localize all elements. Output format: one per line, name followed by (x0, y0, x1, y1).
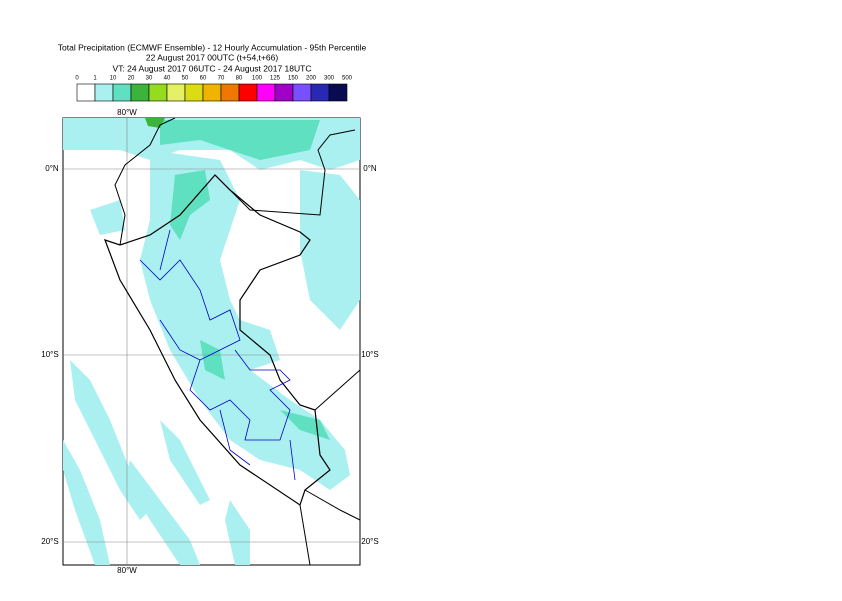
colorbar-label: 60 (200, 76, 207, 82)
lat-label: 10°S (41, 350, 58, 359)
colorbar-label: 125 (270, 76, 281, 82)
colorbar-box (166, 83, 186, 102)
colorbar-label: 40 (164, 76, 171, 82)
colorbar-label: 30 (146, 76, 153, 82)
colorbar-box (148, 83, 168, 102)
colorbar-label: 70 (218, 76, 225, 82)
colorbar-label: 1 (93, 76, 97, 82)
map: 80°W 80°W 0°N 0°N 10°S 10°S 20°S 20°S (41, 108, 378, 575)
lat-label: 20°S (361, 537, 378, 546)
colorbar-box (76, 83, 96, 102)
colorbar-box (94, 83, 114, 102)
colorbar-box (238, 83, 258, 102)
colorbar-box (256, 83, 276, 102)
colorbar-label: 10 (110, 76, 117, 82)
lat-label: 20°S (41, 537, 58, 546)
colorbar-label: 0 (75, 76, 79, 82)
title-line: Total Precipitation (ECMWF Ensemble) - 1… (58, 42, 367, 52)
colorbar-label: 150 (288, 76, 299, 82)
colorbar-box (220, 83, 240, 102)
title-line: 22 August 2017 00UTC (t+54,t+66) (146, 52, 278, 62)
colorbar-box (292, 83, 312, 102)
country-border (114, 117, 361, 566)
graticule (63, 118, 360, 565)
colorbar-box (130, 83, 150, 102)
title-line: VT: 24 August 2017 06UTC - 24 August 201… (113, 63, 312, 73)
lon-label: 80°W (117, 108, 137, 117)
colorbar-box (310, 83, 330, 102)
lon-label: 80°W (117, 566, 137, 575)
lat-label: 0°N (363, 164, 377, 173)
colorbar-label: 300 (324, 76, 335, 82)
lat-label: 0°N (45, 164, 59, 173)
colorbar-label: 80 (236, 76, 243, 82)
colorbar-box (274, 83, 294, 102)
colorbar-box (328, 83, 348, 102)
region-border (139, 229, 296, 481)
colorbar-label: 200 (306, 76, 317, 82)
colorbar-box (112, 83, 132, 102)
colorbar-label: 50 (182, 76, 189, 82)
colorbar-label: 100 (252, 76, 263, 82)
colorbar-label: 500 (342, 76, 353, 82)
colorbar-box (202, 83, 222, 102)
colorbar-label: 20 (128, 76, 135, 82)
colorbar: 0 1 10 20 30 40 50 60 70 80 100 125 150 200 300 500 (75, 76, 353, 102)
lat-label: 10°S (361, 350, 378, 359)
colorbar-box (184, 83, 204, 102)
